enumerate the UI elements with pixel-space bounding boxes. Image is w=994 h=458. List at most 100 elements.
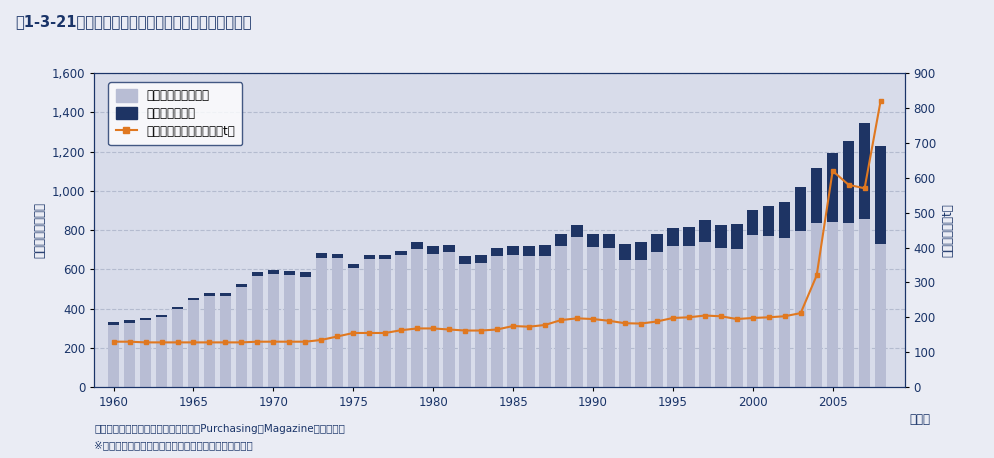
Bar (459, 256, 471, 264)
Text: ※　鉄価格は、アメリカ市場における年平均の実勢価格: ※ 鉄価格は、アメリカ市場における年平均の実勢価格 (94, 441, 253, 451)
Line: 価格（熱延鐘板）（＄／t）: 価格（熱延鐘板）（＄／t） (111, 99, 883, 345)
Bar (156, 315, 167, 317)
Bar (603, 248, 614, 387)
Bar (635, 260, 647, 387)
Bar (267, 274, 279, 387)
Bar (587, 246, 598, 387)
Bar (827, 153, 838, 222)
Bar (683, 227, 695, 246)
Bar (475, 263, 487, 387)
Bar (204, 293, 216, 295)
Bar (220, 296, 232, 387)
Bar (412, 249, 423, 387)
Bar (795, 187, 806, 230)
Bar (172, 309, 183, 387)
Bar (315, 253, 327, 258)
価格（熱延鐘板）（＄／t） (811, 273, 823, 278)
Bar (556, 234, 567, 246)
Bar (283, 275, 295, 387)
Bar (380, 259, 391, 387)
Bar (443, 252, 455, 387)
価格（熱延鐘板）（＄／t） (412, 326, 423, 331)
価格（熱延鐘板）（＄／t） (347, 330, 359, 336)
Bar (332, 254, 343, 258)
Bar (156, 317, 167, 387)
価格（熱延鐘板）（＄／t） (380, 330, 392, 336)
Bar (747, 234, 758, 387)
価格（熱延鐘板）（＄／t） (795, 311, 807, 316)
Bar (188, 300, 199, 387)
価格（熱延鐘板）（＄／t） (251, 339, 263, 344)
Bar (572, 225, 582, 237)
Bar (619, 260, 630, 387)
Y-axis label: （単位：百万ｔ）: （単位：百万ｔ） (34, 202, 47, 258)
Bar (140, 320, 151, 387)
Bar (572, 237, 582, 387)
価格（熱延鐘板）（＄／t） (875, 98, 887, 104)
価格（熱延鐘板）（＄／t） (491, 327, 503, 332)
価格（熱延鐘板）（＄／t） (715, 313, 727, 319)
Bar (283, 271, 295, 275)
価格（熱延鐘板）（＄／t） (746, 315, 758, 321)
価格（熱延鐘板）（＄／t） (315, 337, 327, 343)
Bar (380, 255, 391, 259)
Bar (779, 238, 790, 387)
Legend: 生産量（中国以外）, 生産量（中国）, 価格（熱延鐘板）（＄／t）: 生産量（中国以外）, 生産量（中国）, 価格（熱延鐘板）（＄／t） (108, 82, 243, 145)
Bar (875, 244, 887, 387)
Bar (427, 246, 439, 254)
価格（熱延鐘板）（＄／t） (731, 316, 743, 322)
価格（熱延鐘板）（＄／t） (204, 340, 216, 345)
Bar (540, 245, 551, 256)
価格（熱延鐘板）（＄／t） (667, 315, 679, 321)
Bar (188, 298, 199, 300)
Bar (523, 256, 535, 387)
Bar (348, 268, 359, 387)
Bar (507, 246, 519, 255)
Bar (811, 223, 822, 387)
価格（熱延鐘板）（＄／t） (475, 328, 487, 333)
価格（熱延鐘板）（＄／t） (699, 313, 711, 318)
Bar (236, 287, 248, 387)
Bar (763, 206, 774, 236)
Bar (843, 141, 855, 223)
Bar (140, 318, 151, 320)
価格（熱延鐘板）（＄／t） (651, 319, 663, 324)
価格（熱延鐘板）（＄／t） (778, 313, 790, 319)
価格（熱延鐘板）（＄／t） (603, 318, 615, 323)
価格（熱延鐘板）（＄／t） (123, 339, 135, 344)
価格（熱延鐘板）（＄／t） (283, 339, 295, 344)
Bar (715, 248, 727, 387)
価格（熱延鐘板）（＄／t） (619, 321, 631, 326)
価格（熱延鐘板）（＄／t） (299, 339, 311, 344)
価格（熱延鐘板）（＄／t） (523, 324, 535, 329)
Text: 出典：世界鉄銅協会（粗鐘生産量）、Purchasing　Magazine（鉄価格）: 出典：世界鉄銅協会（粗鐘生産量）、Purchasing Magazine（鉄価格… (94, 424, 345, 434)
価格（熱延鐘板）（＄／t） (571, 316, 582, 321)
Bar (220, 293, 232, 296)
Bar (523, 246, 535, 256)
Bar (779, 202, 790, 238)
Bar (124, 320, 135, 323)
Bar (396, 255, 407, 387)
Bar (651, 234, 663, 252)
Bar (348, 264, 359, 268)
Bar (315, 258, 327, 387)
Bar (683, 246, 695, 387)
Bar (763, 236, 774, 387)
価格（熱延鐘板）（＄／t） (539, 322, 551, 328)
Bar (859, 218, 871, 387)
Bar (651, 252, 663, 387)
Bar (811, 168, 822, 223)
Bar (108, 325, 119, 387)
Bar (475, 255, 487, 263)
価格（熱延鐘板）（＄／t） (363, 330, 375, 336)
価格（熱延鐘板）（＄／t） (587, 316, 599, 322)
Bar (731, 224, 743, 249)
価格（熱延鐘板）（＄／t） (427, 326, 439, 331)
価格（熱延鐘板）（＄／t） (507, 323, 519, 329)
Text: 図1-3-21　世界の粗鐘生産量と鉄価格（ドル）の推移: 図1-3-21 世界の粗鐘生産量と鉄価格（ドル）の推移 (15, 14, 251, 29)
価格（熱延鐘板）（＄／t） (859, 185, 871, 191)
Bar (556, 246, 567, 387)
Bar (443, 245, 455, 252)
Bar (267, 270, 279, 274)
価格（熱延鐘板）（＄／t） (459, 328, 471, 333)
